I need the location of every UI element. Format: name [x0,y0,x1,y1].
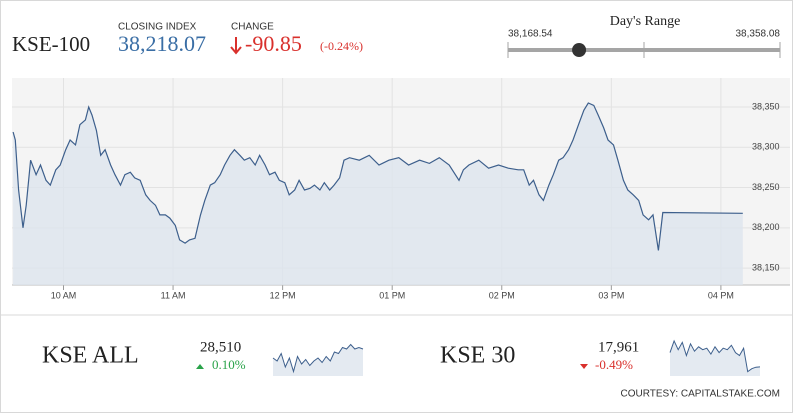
x-tick-label: 01 PM [379,290,405,300]
y-tick-label: 38,200 [752,222,780,232]
range-knob [572,43,587,57]
sparkline [669,339,761,373]
sparkline [272,343,364,374]
x-tick-label: 12 PM [270,290,296,300]
area [13,103,743,285]
down-triangle [580,364,588,369]
card-name: KSE 30 [440,343,515,369]
range-title: Day's Range [610,14,681,29]
change-value: -90.85 [245,31,302,56]
closing-value: 38,218.07 [118,31,206,56]
x-tick-label: 03 PM [598,290,624,300]
x-tick-label: 10 AM [51,290,77,300]
x-tick-label: 02 PM [489,290,515,300]
range-high-label: 38,358.08 [736,29,781,40]
y-tick-label: 38,300 [752,142,780,152]
change-label: CHANGE [231,22,274,33]
up-triangle [196,364,204,369]
x-tick-label: 04 PM [708,290,734,300]
footer: COURTESY: CAPITALSTAKE.COM [621,389,780,400]
card-value: 17,961 [598,339,639,355]
y-tick-label: 38,250 [752,182,780,192]
card-name: KSE ALL [42,343,139,369]
y-tick-label: 38,150 [752,262,780,272]
card-change: 0.10% [212,357,246,372]
symbol: KSE-100 [12,32,90,56]
x-tick-label: 11 AM [161,290,186,300]
down-arrow [230,37,242,55]
sparkline-area [273,344,363,376]
card-value: 28,510 [200,339,241,355]
y-tick-label: 38,350 [752,101,780,111]
card-change: -0.49% [595,357,633,372]
sparkline-area [670,340,760,376]
closing-label: CLOSING INDEX [118,22,197,33]
change-percent: (-0.24%) [320,39,363,53]
line [12,102,743,251]
range-low-label: 38,168.54 [508,29,553,40]
